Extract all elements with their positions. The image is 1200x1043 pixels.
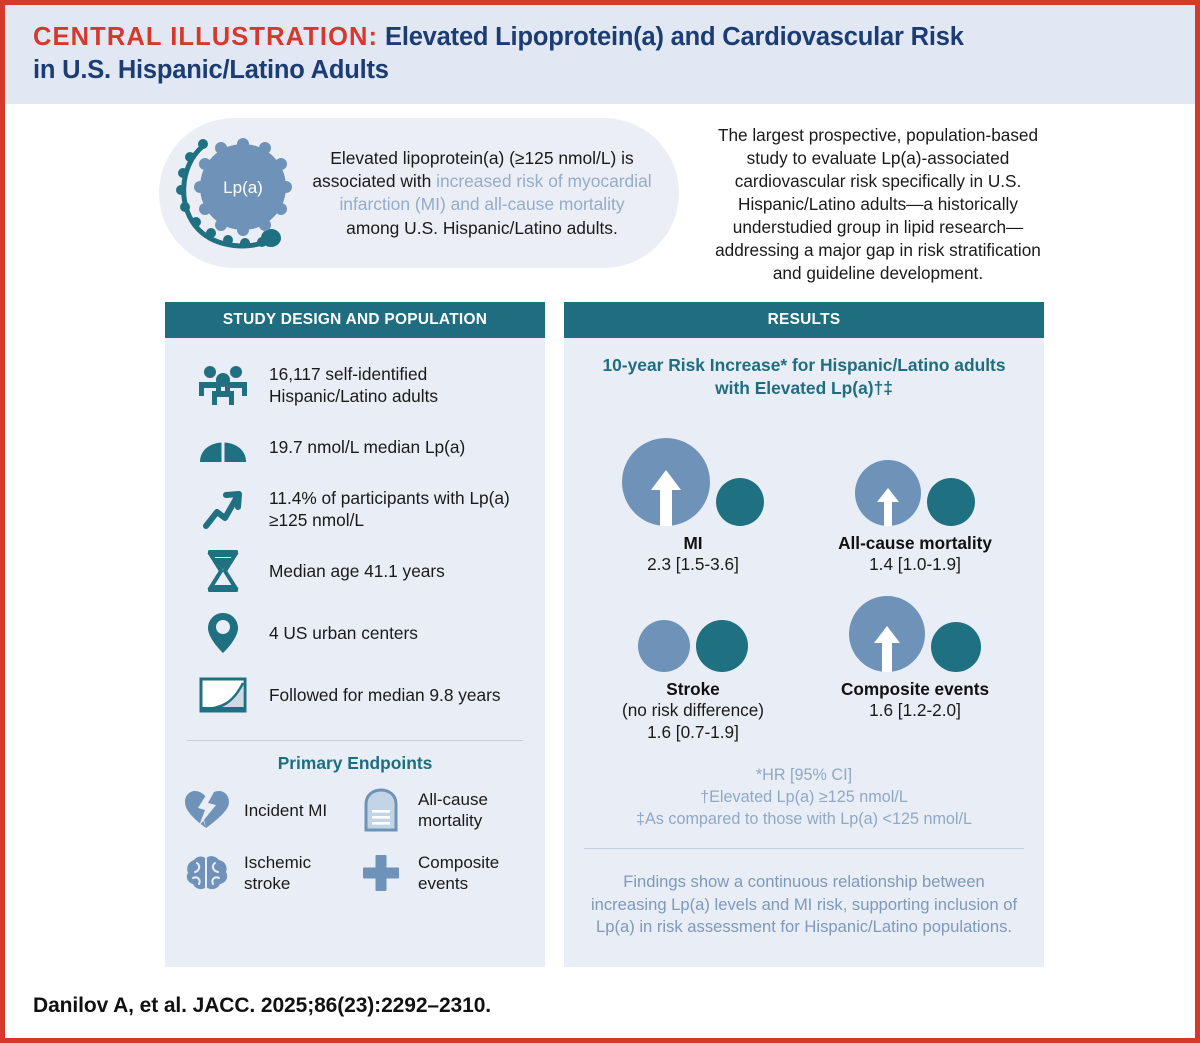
- endpoint-label-all-cause-mortality: All-cause mortality: [418, 790, 488, 831]
- risk-up-arrow-icon: [877, 488, 899, 527]
- brain-icon: [183, 854, 231, 892]
- result-bubbles-stroke: [582, 602, 804, 672]
- key-message-highlight: increased risk of myocardial infarction …: [339, 170, 652, 215]
- page-title-line2: in U.S. Hispanic/Latino Adults: [33, 55, 389, 84]
- result-cell-mi: MI 2.3 [1.5-3.6]: [582, 406, 804, 576]
- results-heading: RESULTS: [564, 302, 1044, 339]
- map-pin-icon: [197, 612, 249, 654]
- result-hr-mi: 2.3 [1.5-3.6]: [647, 554, 739, 575]
- stat-row-centers: 4 US urban centers: [183, 602, 527, 664]
- divider-conclusion: [584, 848, 1024, 850]
- result-bubbles-mi: [582, 414, 804, 527]
- result-label-all-cause-mortality: All-cause mortality: [838, 533, 992, 554]
- study-design-panel: STUDY DESIGN AND POPULATION 16,117 self-…: [165, 302, 545, 967]
- lipoprotein-particle-icon: Lp(a): [176, 138, 292, 249]
- key-message-part2: among U.S. Hispanic/Latino adults.: [346, 217, 618, 238]
- endpoint-label-composite-events: Composite events: [418, 853, 500, 894]
- divider-endpoints: [187, 740, 523, 742]
- endpoint-item-ischemic-stroke: Ischemic stroke: [183, 852, 353, 894]
- results-footnotes: *HR [95% CI] †Elevated Lp(a) ≥125 nmol/L…: [582, 765, 1026, 830]
- result-label-stroke: Stroke: [666, 678, 720, 699]
- page-title-line1: Elevated Lipoprotein(a) and Cardiovascul…: [378, 23, 964, 51]
- central-illustration-label: CENTRAL ILLUSTRATION:: [33, 23, 379, 51]
- panels-row: STUDY DESIGN AND POPULATION 16,117 self-…: [139, 284, 1195, 967]
- result-label-mi: MI: [683, 533, 703, 554]
- lpa-particle-label: Lp(a): [223, 178, 263, 197]
- endpoint-label-incident-mi: Incident MI: [244, 800, 328, 820]
- stat-text-centers: 4 US urban centers: [269, 623, 418, 644]
- endpoint-item-incident-mi: Incident MI: [183, 788, 353, 832]
- tombstone-icon: [357, 788, 405, 832]
- trend-up-arrow-icon: [197, 488, 249, 530]
- result-bubbles-composite-events: [804, 584, 1026, 672]
- result-hr-composite-events: 1.6 [1.2-2.0]: [869, 699, 961, 720]
- plus-icon: [357, 853, 405, 893]
- result-cell-composite-events: Composite events 1.6 [1.2-2.0]: [804, 576, 1026, 743]
- footnote-comparator: ‡As compared to those with Lp(a) <125 nm…: [635, 809, 973, 828]
- footnote-hr: *HR [95% CI]: [755, 766, 853, 785]
- result-hr-stroke: 1.6 [0.7-1.9]: [647, 721, 739, 742]
- stat-text-median-age: Median age 41.1 years: [269, 561, 445, 582]
- stat-text-median-lpa: 19.7 nmol/L median Lp(a): [269, 437, 466, 458]
- study-significance-blurb: The largest prospective, population-base…: [715, 125, 1041, 283]
- stat-row-followup: Followed for median 9.8 years: [183, 664, 527, 726]
- result-cell-all-cause-mortality: All-cause mortality 1.4 [1.0-1.9]: [804, 406, 1026, 576]
- endpoint-item-composite-events: Composite events: [357, 852, 527, 894]
- stat-row-median-lpa: 19.7 nmol/L median Lp(a): [183, 416, 527, 478]
- results-subtitle-line1: 10-year Risk Increase* for Hispanic/Lati…: [602, 355, 1006, 376]
- elevated-group-circle-mi: [622, 438, 710, 527]
- people-group-icon: [197, 365, 249, 406]
- stat-row-elevated-pct: 11.4% of participants with Lp(a) ≥125 nm…: [183, 478, 527, 540]
- key-message-text: Elevated lipoprotein(a) (≥125 nmol/L) is…: [311, 147, 653, 240]
- stat-text-elevated-pct: 11.4% of participants with Lp(a) ≥125 nm…: [269, 487, 510, 531]
- results-grid: MI 2.3 [1.5-3.6] A: [582, 406, 1026, 743]
- endpoint-item-all-cause-mortality: All-cause mortality: [357, 788, 527, 832]
- stat-row-median-age: Median age 41.1 years: [183, 540, 527, 602]
- risk-up-arrow-icon: [651, 470, 681, 527]
- key-message-part1: Elevated lipoprotein(a) (≥125 nmol/L) is…: [312, 147, 634, 191]
- citation: Danilov A, et al. JACC. 2025;86(23):2292…: [33, 994, 492, 1017]
- conclusion-text: Findings show a continuous relationship …: [590, 872, 1018, 937]
- risk-up-arrow-icon: [874, 625, 900, 672]
- results-subtitle: 10-year Risk Increase* for Hispanic/Lati…: [582, 354, 1026, 400]
- broken-heart-icon: [183, 790, 231, 830]
- result-label-composite-events: Composite events: [840, 678, 990, 699]
- primary-endpoints-grid: Incident MI All-cause mortality: [183, 788, 527, 894]
- results-panel: RESULTS 10-year Risk Increase* for Hispa…: [564, 302, 1044, 967]
- result-cell-stroke: Stroke (no risk difference) 1.6 [0.7-1.9…: [582, 576, 804, 743]
- hero-section: Lp(a) Elevated lipoprotein(a) (≥125 nmol…: [5, 104, 1195, 284]
- study-design-heading: STUDY DESIGN AND POPULATION: [165, 302, 545, 339]
- reference-group-circle-all-cause-mortality: [927, 478, 975, 527]
- hourglass-icon: [197, 550, 249, 593]
- key-message-pill: Lp(a) Elevated lipoprotein(a) (≥125 nmol…: [159, 118, 679, 269]
- result-note-stroke: (no risk difference): [621, 699, 764, 720]
- figure-title-band: CENTRAL ILLUSTRATION: Elevated Lipoprote…: [5, 5, 1195, 105]
- stat-text-followup: Followed for median 9.8 years: [269, 685, 501, 706]
- elevated-group-circle-composite-events: [849, 595, 925, 672]
- bell-curve-icon: [197, 430, 249, 464]
- stat-row-participants: 16,117 self-identified Hispanic/Latino a…: [183, 354, 527, 416]
- primary-endpoints-title: Primary Endpoints: [277, 753, 433, 774]
- endpoint-label-ischemic-stroke: Ischemic stroke: [244, 853, 312, 894]
- reference-group-circle-stroke: [696, 619, 748, 672]
- reference-group-circle-mi: [716, 478, 764, 527]
- page-title: CENTRAL ILLUSTRATION: Elevated Lipoprote…: [33, 21, 1167, 54]
- elevated-group-circle-all-cause-mortality: [855, 460, 921, 527]
- result-bubbles-all-cause-mortality: [804, 414, 1026, 527]
- stat-text-participants: 16,117 self-identified Hispanic/Latino a…: [269, 363, 439, 407]
- follow-up-chart-icon: [197, 677, 249, 713]
- footnote-elevated-definition: †Elevated Lp(a) ≥125 nmol/L: [700, 788, 908, 807]
- results-subtitle-line2: with Elevated Lp(a)†‡: [715, 378, 893, 399]
- result-hr-all-cause-mortality: 1.4 [1.0-1.9]: [869, 554, 961, 575]
- elevated-group-circle-stroke: [638, 619, 690, 672]
- reference-group-circle-composite-events: [931, 621, 981, 672]
